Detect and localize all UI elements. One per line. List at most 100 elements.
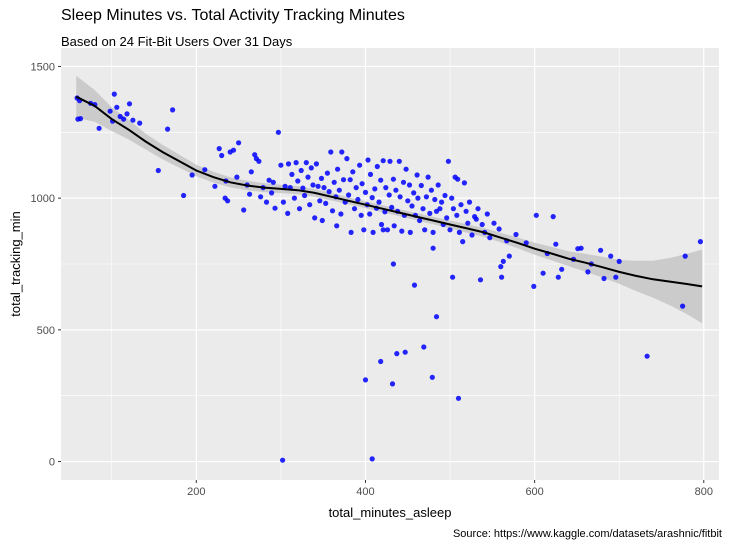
data-point xyxy=(399,228,405,234)
data-point xyxy=(247,191,253,197)
data-point xyxy=(406,182,413,188)
data-point xyxy=(362,377,369,383)
data-point xyxy=(225,198,231,204)
data-point xyxy=(189,172,195,178)
data-point xyxy=(378,221,385,228)
data-point xyxy=(455,176,461,182)
data-point xyxy=(437,206,443,212)
data-point xyxy=(321,185,327,191)
data-point xyxy=(601,275,607,282)
data-point xyxy=(114,104,120,110)
data-point xyxy=(608,253,614,259)
data-point xyxy=(433,314,440,320)
data-point xyxy=(430,229,436,235)
data-point xyxy=(465,220,471,226)
data-point xyxy=(324,170,330,176)
data-point xyxy=(680,303,686,309)
data-point xyxy=(285,161,292,167)
data-point xyxy=(390,261,396,267)
data-point xyxy=(378,358,384,365)
data-point xyxy=(540,270,546,276)
data-point xyxy=(367,171,374,177)
data-point xyxy=(559,266,565,272)
data-point xyxy=(466,199,473,205)
x-tick-label: 400 xyxy=(356,486,374,498)
data-point xyxy=(137,120,143,126)
data-point xyxy=(236,140,242,146)
data-point xyxy=(312,215,318,221)
data-point xyxy=(328,149,334,155)
data-point xyxy=(402,349,408,355)
data-point xyxy=(126,101,133,107)
data-point xyxy=(344,156,350,162)
data-point xyxy=(444,215,450,221)
data-point xyxy=(369,456,375,462)
data-point xyxy=(498,264,504,270)
data-point xyxy=(278,162,284,168)
data-point xyxy=(450,206,456,212)
smooth-line xyxy=(75,95,703,288)
data-point xyxy=(405,198,411,204)
data-point xyxy=(338,211,344,217)
chart-subtitle: Based on 24 Fit-Bit Users Over 31 Days xyxy=(61,34,293,49)
data-point xyxy=(280,457,286,463)
data-point xyxy=(484,211,490,217)
chart-title: Sleep Minutes vs. Total Activity Trackin… xyxy=(61,7,405,24)
data-point xyxy=(439,199,445,205)
y-tick-label: 0 xyxy=(49,457,55,469)
data-point xyxy=(361,227,367,233)
data-point xyxy=(447,227,453,233)
data-point xyxy=(336,187,342,193)
data-point xyxy=(463,208,469,214)
data-point xyxy=(383,185,389,191)
data-point xyxy=(456,229,462,235)
data-point xyxy=(469,232,475,238)
data-point xyxy=(384,227,391,233)
data-point xyxy=(458,202,464,208)
data-point xyxy=(282,183,288,189)
data-point xyxy=(181,192,187,199)
data-point xyxy=(449,195,455,201)
data-point xyxy=(359,181,365,187)
data-point xyxy=(300,185,306,191)
data-point xyxy=(378,177,384,183)
data-point xyxy=(425,174,431,180)
data-point xyxy=(390,176,396,182)
data-point xyxy=(429,374,435,380)
data-point xyxy=(293,160,299,166)
data-point xyxy=(258,194,264,200)
data-point xyxy=(285,210,291,216)
data-point xyxy=(400,179,407,185)
y-tick-label: 500 xyxy=(37,325,55,337)
data-point xyxy=(170,107,176,113)
data-point xyxy=(374,163,380,170)
data-point xyxy=(423,194,429,200)
data-point xyxy=(130,117,136,123)
data-point xyxy=(380,227,386,233)
data-point xyxy=(307,202,313,208)
data-point xyxy=(427,210,433,216)
data-point xyxy=(415,195,421,201)
data-point xyxy=(430,245,436,251)
data-point xyxy=(432,196,438,203)
data-point xyxy=(644,353,650,359)
data-point xyxy=(369,195,375,201)
data-point xyxy=(420,206,426,212)
data-point xyxy=(585,269,591,275)
data-point xyxy=(107,108,113,114)
data-point xyxy=(491,220,497,226)
data-point xyxy=(411,190,417,196)
data-point xyxy=(450,274,456,280)
data-point xyxy=(275,129,281,135)
data-point xyxy=(473,216,479,222)
data-point xyxy=(351,206,358,212)
data-point xyxy=(387,158,393,164)
data-point xyxy=(460,239,466,245)
data-point xyxy=(121,116,127,122)
y-tick-label: 1000 xyxy=(31,193,55,205)
data-point xyxy=(331,179,337,185)
data-point xyxy=(613,274,619,280)
y-axis-label: total_tracking_min xyxy=(8,211,23,317)
data-point xyxy=(348,229,354,235)
